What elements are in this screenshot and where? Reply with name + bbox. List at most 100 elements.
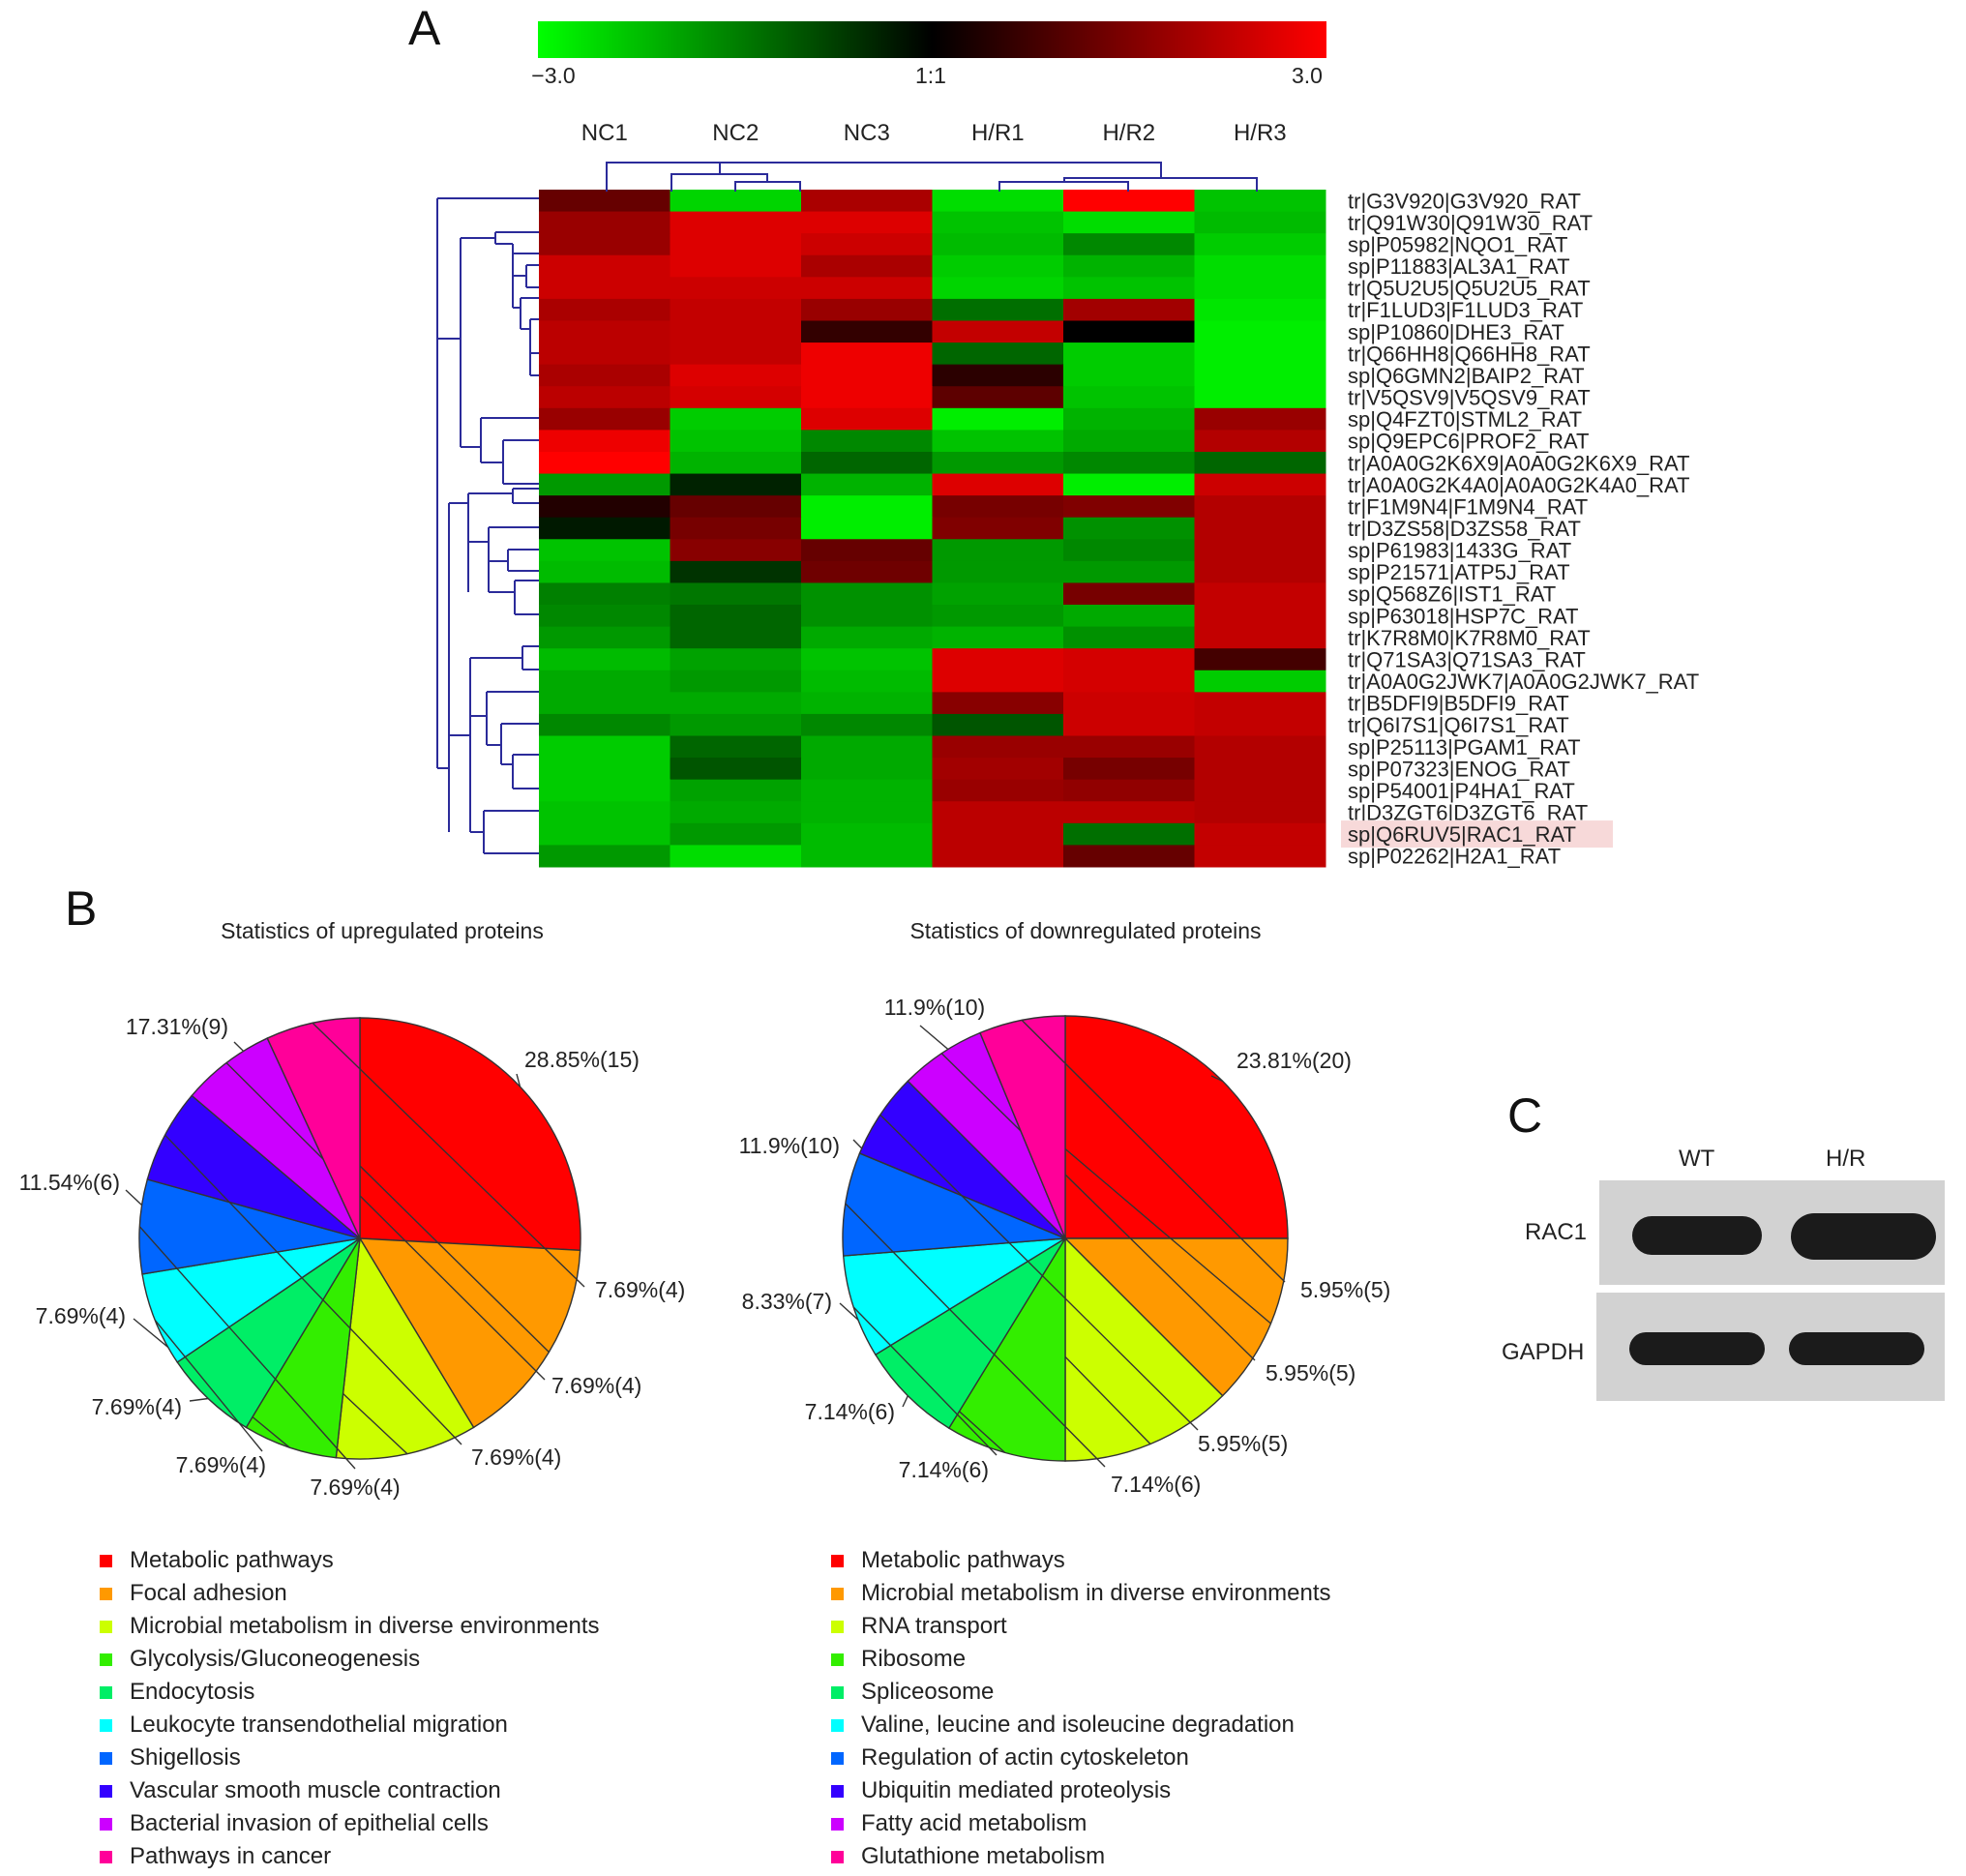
heatmap-cell <box>1063 845 1195 868</box>
heatmap-cell <box>670 801 802 824</box>
legend-swatch <box>831 1817 844 1831</box>
pie-leader-line <box>154 1319 263 1452</box>
heatmap-cell <box>1194 845 1326 868</box>
heatmap-cell <box>539 451 670 475</box>
legend-item: Pathways in cancer <box>100 1840 600 1873</box>
heatmap-cell <box>1063 692 1195 715</box>
heatmap-cell <box>539 473 670 496</box>
heatmap-cell <box>539 670 670 693</box>
heatmap-cell <box>1194 190 1326 213</box>
band-gapdh-hr <box>1789 1332 1924 1365</box>
heatmap-cell <box>1063 648 1195 671</box>
heatmap-cell <box>670 582 802 606</box>
heatmap-cell <box>539 430 670 453</box>
heatmap-cell <box>1194 430 1326 453</box>
heatmap-cell <box>1063 473 1195 496</box>
legend-swatch <box>831 1718 844 1732</box>
heatmap-cell <box>1063 670 1195 693</box>
heatmap-cell <box>670 735 802 759</box>
heatmap-cell <box>801 560 933 583</box>
pie-leader-line <box>902 1395 909 1408</box>
heatmap-cell <box>539 648 670 671</box>
heatmap-cell <box>801 517 933 540</box>
heatmap-cell <box>539 211 670 234</box>
heatmap-cell <box>1194 386 1326 409</box>
heatmap-cell <box>801 779 933 802</box>
heatmap-cell <box>932 430 1064 453</box>
heatmap-cell <box>1063 801 1195 824</box>
legend-item: Focal adhesion <box>100 1577 600 1610</box>
heatmap-cell <box>670 342 802 366</box>
heatmap-cell <box>670 364 802 387</box>
legend-label: Ribosome <box>861 1646 967 1672</box>
heatmap-cell <box>801 758 933 781</box>
heatmap-row-label: sp|P61983|1433G_RAT <box>1348 539 1571 563</box>
heatmap-cell <box>932 320 1064 343</box>
heatmap-cell <box>670 517 802 540</box>
heatmap-cell <box>801 845 933 868</box>
legend-downregulated: Metabolic pathways Microbial metabolism i… <box>831 1544 1331 1873</box>
heatmap-cell <box>1194 582 1326 606</box>
pie-slice-label: 5.95%(5) <box>1300 1277 1390 1302</box>
heatmap-cell <box>1063 298 1195 321</box>
heatmap-cell <box>670 451 802 475</box>
heatmap-cell <box>670 495 802 519</box>
legend-label: Metabolic pathways <box>861 1547 1065 1573</box>
heatmap-cell <box>1063 320 1195 343</box>
heatmap-cell <box>932 692 1064 715</box>
heatmap-cell <box>670 539 802 562</box>
heatmap-cell <box>932 495 1064 519</box>
band-gapdh-wt <box>1629 1332 1765 1365</box>
heatmap-cell <box>801 735 933 759</box>
heatmap-cell <box>1194 233 1326 256</box>
heatmap-cell <box>1063 822 1195 846</box>
legend-item: Fatty acid metabolism <box>831 1807 1331 1840</box>
row-dendrogram <box>436 197 539 854</box>
heatmap-cell <box>932 451 1064 475</box>
pie-slice-label: 7.14%(6) <box>1111 1472 1201 1497</box>
heatmap-cell <box>801 713 933 737</box>
heatmap-row-label: tr|F1M9N4|F1M9N4_RAT <box>1348 494 1588 519</box>
heatmap-cell <box>670 233 802 256</box>
heatmap-cell <box>539 779 670 802</box>
heatmap-cell <box>801 320 933 343</box>
pie-leader-line <box>1021 1019 1286 1283</box>
heatmap-cell <box>670 190 802 213</box>
heatmap-cell <box>1194 670 1326 693</box>
heatmap-cell <box>1063 211 1195 234</box>
legend-item: Microbial metabolism in diverse environm… <box>100 1610 600 1643</box>
heatmap-cell <box>932 626 1064 649</box>
legend-label: Vascular smooth muscle contraction <box>130 1777 501 1803</box>
heatmap-cell <box>1063 386 1195 409</box>
heatmap-cell <box>539 320 670 343</box>
heatmap-column-label: NC1 <box>581 120 628 146</box>
heatmap-cell <box>932 254 1064 278</box>
heatmap-cell <box>1194 495 1326 519</box>
heatmap-cell <box>670 560 802 583</box>
pie-leader-line <box>164 1134 462 1445</box>
heatmap-cell <box>1063 560 1195 583</box>
pie-slice-label: 5.95%(5) <box>1266 1360 1355 1385</box>
pie-slice-label: 7.69%(4) <box>92 1394 182 1419</box>
pie-leader-line <box>879 1114 1199 1431</box>
heatmap-cell <box>932 735 1064 759</box>
heatmap-cell <box>539 801 670 824</box>
lane-label-wt: WT <box>1679 1146 1715 1172</box>
heatmap-cell <box>539 692 670 715</box>
heatmap-cell <box>932 560 1064 583</box>
heatmap-column-label: H/R2 <box>1102 120 1155 146</box>
heatmap-cell <box>1194 758 1326 781</box>
blot-membrane-gapdh <box>1596 1293 1945 1401</box>
pie-leader-line <box>138 1226 356 1470</box>
legend-label: Ubiquitin mediated proteolysis <box>861 1777 1172 1803</box>
heatmap-row-label: sp|P21571|ATP5J_RAT <box>1348 560 1570 584</box>
pie-slice-label: 11.54%(6) <box>19 1170 120 1195</box>
heatmap-cell <box>1063 626 1195 649</box>
pie-slice <box>359 1017 581 1252</box>
heatmap-cell <box>1063 517 1195 540</box>
heatmap-cell <box>1194 320 1326 343</box>
heatmap-column-label: H/R1 <box>971 120 1025 146</box>
heatmap-cell <box>1194 364 1326 387</box>
legend-label: Glutathione metabolism <box>861 1843 1106 1869</box>
heatmap-row-label: sp|Q9EPC6|PROF2_RAT <box>1348 430 1589 454</box>
